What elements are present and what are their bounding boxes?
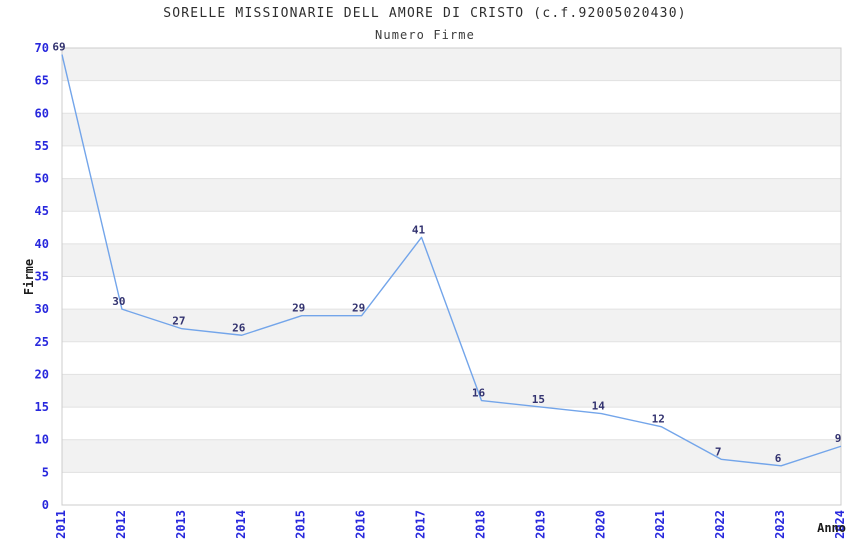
- data-label: 30: [112, 295, 125, 308]
- y-tick-label: 5: [42, 465, 49, 479]
- x-tick-label: 2019: [533, 510, 547, 539]
- y-tick-label: 60: [35, 106, 49, 120]
- x-tick-label: 2015: [294, 510, 308, 539]
- data-label: 9: [835, 432, 842, 445]
- x-tick-label: 2016: [354, 510, 368, 539]
- data-label: 26: [232, 321, 246, 334]
- y-tick-label: 70: [35, 41, 49, 55]
- y-tick-label: 45: [35, 204, 49, 218]
- y-tick-label: 0: [42, 498, 49, 512]
- x-tick-label: 2011: [54, 510, 68, 539]
- x-tick-label: 2018: [473, 510, 487, 539]
- band-row: [62, 243, 841, 277]
- data-label: 15: [532, 393, 545, 406]
- band-row: [62, 374, 841, 408]
- chart-title: SORELLE MISSIONARIE DELL AMORE DI CRISTO…: [163, 6, 687, 21]
- y-tick-label: 30: [35, 302, 49, 316]
- data-line: [61, 54, 842, 467]
- plot-border: [61, 47, 842, 506]
- y-tick-label: 15: [35, 400, 49, 414]
- y-tick-label: 40: [35, 237, 49, 251]
- x-tick-label: 2021: [653, 510, 667, 539]
- band-row: [62, 48, 841, 81]
- x-tick-label: 2022: [713, 510, 727, 539]
- band-row: [62, 113, 841, 146]
- x-tick-label: 2020: [593, 510, 607, 539]
- chart-subtitle: Numero Firme: [375, 28, 475, 42]
- data-label: 29: [292, 302, 305, 315]
- y-tick-label: 50: [35, 172, 49, 186]
- y-tick-label: 55: [35, 139, 49, 153]
- data-label: 27: [172, 315, 185, 328]
- y-axis-title: Firme: [22, 258, 36, 296]
- y-tick-label: 65: [35, 74, 49, 88]
- band-row: [62, 178, 841, 212]
- data-label: 29: [352, 302, 365, 315]
- data-label: 16: [472, 387, 486, 400]
- data-label: 12: [652, 413, 665, 426]
- data-label: 14: [592, 400, 606, 413]
- x-tick-label: 2012: [114, 510, 128, 539]
- y-tick-label: 20: [35, 367, 49, 381]
- x-tick-label: 2014: [234, 510, 248, 539]
- x-tick-label: 2024: [833, 510, 847, 539]
- x-axis-title: Anno: [817, 521, 846, 535]
- x-tick-label: 2017: [414, 510, 428, 539]
- data-label: 41: [412, 223, 426, 236]
- y-tick-label: 25: [35, 335, 49, 349]
- data-label: 7: [715, 445, 722, 458]
- x-tick-label: 2013: [174, 510, 188, 539]
- y-tick-label: 35: [35, 270, 49, 284]
- x-tick-label: 2023: [773, 510, 787, 539]
- y-tick-label: 10: [35, 433, 49, 447]
- data-label: 69: [52, 41, 65, 54]
- band-row: [62, 439, 841, 473]
- data-label: 6: [775, 452, 782, 465]
- band-row: [62, 309, 841, 342]
